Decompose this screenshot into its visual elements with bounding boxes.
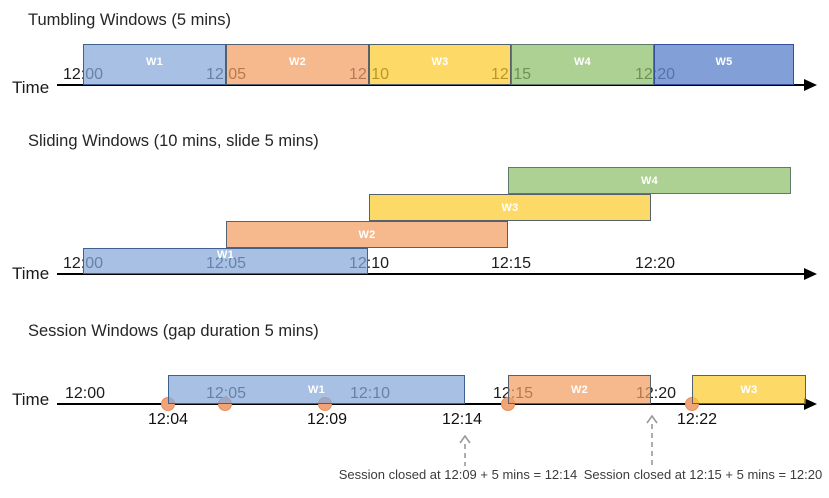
window-box: W2	[226, 221, 508, 248]
time-axis-label: Time	[12, 78, 50, 97]
section-title: Session Windows (gap duration 5 mins)	[28, 322, 319, 340]
window-box: W4	[508, 167, 791, 194]
axis-arrowhead-icon	[804, 398, 817, 410]
window-label: W2	[358, 228, 376, 241]
window-label: W3	[740, 383, 758, 396]
window-label: W2	[288, 55, 307, 68]
dashed-up-arrow-icon	[646, 415, 658, 466]
window-label: W2	[570, 383, 589, 396]
window-box: W3	[369, 194, 651, 221]
window-box: W2	[226, 44, 369, 85]
window-label: W1	[307, 383, 326, 396]
tick-label: 12:00	[64, 385, 106, 402]
tick-label: 12:20	[634, 255, 676, 272]
time-axis	[57, 403, 805, 405]
event-time-label: 12:14	[441, 411, 483, 428]
window-label: W4	[640, 174, 659, 187]
window-label: W1	[216, 249, 235, 261]
time-axis-label: Time	[12, 390, 50, 409]
window-label: W3	[501, 201, 519, 214]
window-label: W4	[573, 55, 592, 68]
dashed-up-arrow-icon	[459, 435, 471, 466]
window-label: W1	[145, 55, 164, 68]
window-box: W1	[83, 44, 226, 85]
window-box: W2	[508, 375, 651, 404]
window-box: W4	[511, 44, 654, 85]
window-box: W5	[654, 44, 794, 85]
section-title: Tumbling Windows (5 mins)	[28, 11, 231, 29]
window-box: W3	[369, 44, 511, 85]
axis-arrowhead-icon	[804, 79, 817, 91]
window-box: W3	[692, 375, 806, 404]
session-close-annotation: Session closed at 12:09 + 5 mins = 12:14	[338, 467, 578, 482]
time-axis	[57, 84, 805, 86]
window-box: W1	[168, 375, 465, 404]
time-axis-label: Time	[12, 264, 50, 283]
session-close-annotation: Session closed at 12:15 + 5 mins = 12:20	[583, 467, 823, 482]
section-title: Sliding Windows (10 mins, slide 5 mins)	[28, 132, 319, 150]
window-label: W5	[715, 55, 733, 68]
window-box: W1	[83, 248, 368, 274]
tick-label: 12:15	[490, 255, 532, 272]
event-time-label: 12:22	[676, 411, 718, 428]
event-time-label: 12:09	[306, 411, 348, 428]
window-label: W3	[431, 55, 449, 68]
axis-arrowhead-icon	[804, 268, 817, 280]
event-time-label: 12:04	[147, 411, 189, 428]
time-axis	[57, 273, 805, 275]
